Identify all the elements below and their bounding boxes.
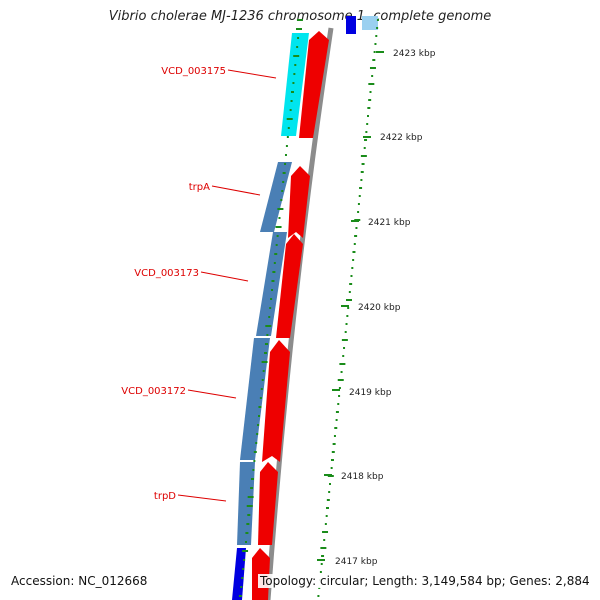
gene-trpD [237,462,255,545]
gene-forward-2 [288,166,310,238]
leader-vcd-003172 [187,389,237,399]
gene-trpA [260,162,292,232]
scale-label-2420: 2420 kbp [358,303,401,313]
gene-label-vcd-003175: VCD_003175 [161,66,226,77]
scale-label-2419: 2419 kbp [349,388,392,398]
gene-reverse-partial-bottom [232,548,246,600]
accession-label: Accession: NC_012668 [9,574,150,588]
gc-content-track-inner [238,19,303,597]
leader-trpA [211,185,261,196]
scale-label-2422: 2422 kbp [380,133,423,143]
gene-label-vcd-003172: VCD_003172 [121,386,186,397]
scale-ticks [317,51,384,561]
leader-vcd-003173 [200,271,249,282]
chromosome-backbone [265,27,334,600]
gene-forward-1 [299,31,329,138]
scale-label-2421: 2421 kbp [368,218,411,228]
gene-forward-3 [276,234,303,338]
scale-label-2417: 2417 kbp [335,557,378,567]
map-title: Vibrio cholerae MJ-1236 chromosome 1, co… [108,9,492,24]
gene-forward-4 [262,340,290,462]
gene-vcd-003172 [240,338,270,460]
gene-vcd-003173 [256,232,287,336]
gene-vcd-003175 [281,33,309,136]
leader-vcd-003175 [227,69,277,79]
scale-label-2423: 2423 kbp [393,49,436,59]
genome-summary: Topology: circular; Length: 3,149,584 bp… [258,574,592,588]
gene-forward-5 [258,462,278,545]
gene-label-trpA: trpA [189,182,210,193]
gene-forward-partial-top [362,16,378,30]
gene-label-vcd-003173: VCD_003173 [134,268,199,279]
gene-reverse-partial-top [346,16,356,34]
scale-label-2418: 2418 kbp [341,472,384,482]
leader-trpD [177,494,227,502]
gene-label-trpD: trpD [154,491,176,502]
